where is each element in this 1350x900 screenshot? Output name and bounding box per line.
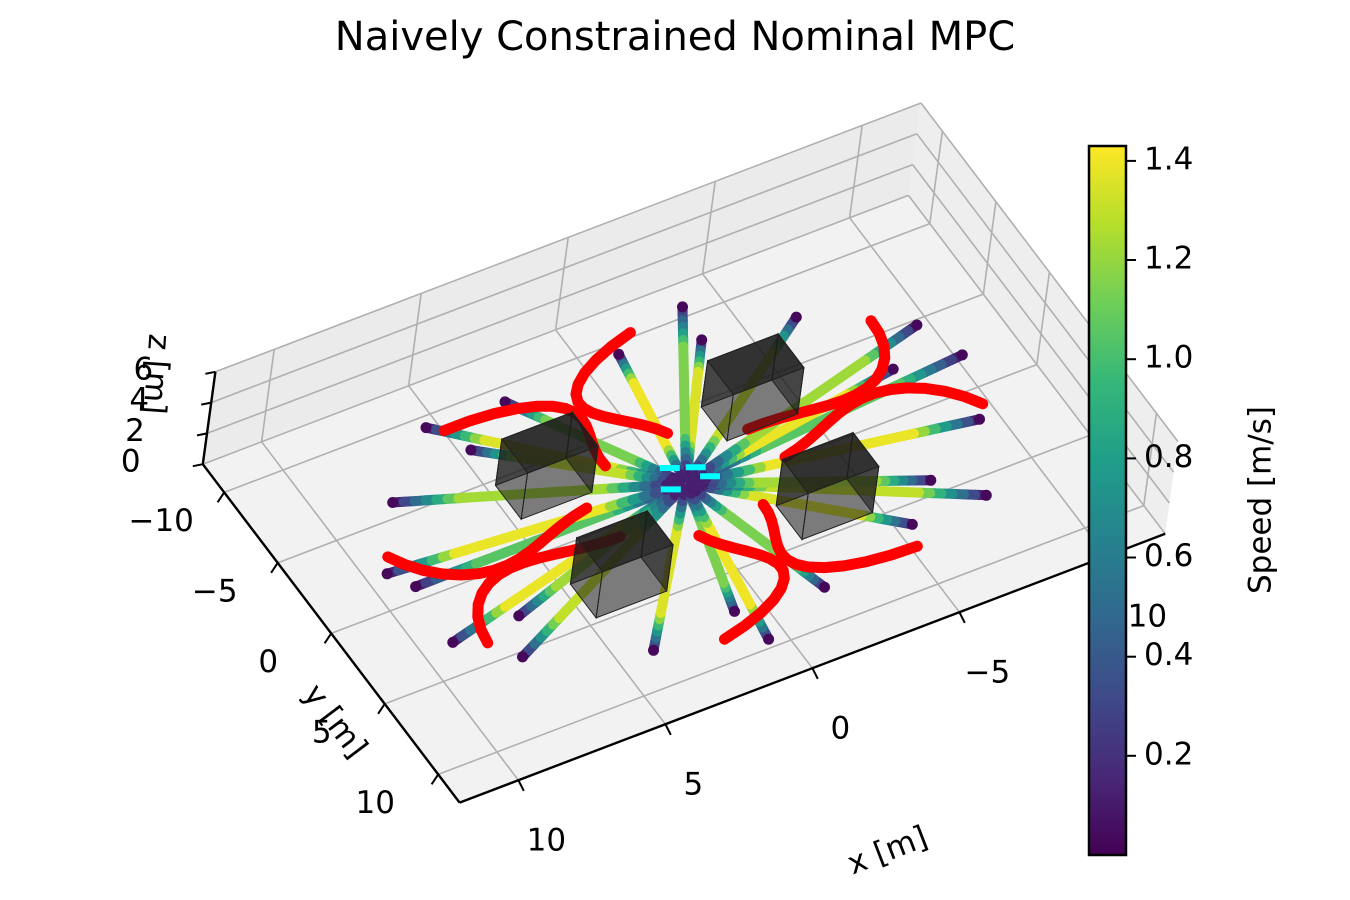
grid-line [277, 293, 984, 564]
x-axis-label: x [m] [842, 819, 932, 882]
grid-line [929, 131, 944, 224]
grid-line [848, 125, 863, 218]
x-axis-line [459, 532, 1166, 804]
x-tick-label: −5 [965, 655, 1011, 691]
y-tick-label: −10 [128, 503, 193, 539]
violation-path [570, 327, 673, 439]
trajectory-start-point [513, 610, 525, 622]
tick-mark [664, 723, 672, 736]
obstacle-top [781, 431, 880, 494]
obstacle-top [706, 333, 805, 396]
grid-line [210, 133, 918, 404]
colorbar-tick-label: 0.2 [1144, 736, 1193, 772]
grid-line [1036, 272, 1051, 365]
grid-line [982, 201, 997, 295]
y-tick-label: 10 [355, 785, 394, 821]
trajectory-start-point [887, 363, 899, 375]
trajectory-start-point [465, 444, 477, 456]
trajectory-start-point [790, 311, 802, 323]
violation-path [382, 502, 593, 581]
trajectory-start-point [499, 396, 511, 408]
grid-line [215, 102, 922, 373]
grid-line [260, 349, 275, 442]
grid-line [384, 434, 1091, 705]
trajectory-start-point [677, 301, 688, 313]
trajectory-start-point [410, 581, 422, 593]
tick-mark [205, 370, 216, 375]
y-tick-label: −5 [192, 573, 238, 609]
grid-line [920, 102, 1179, 442]
tick-mark [192, 463, 203, 468]
trajectory-start-point [648, 644, 659, 656]
trajectory-start-point [974, 413, 985, 425]
trajectory-start-point [980, 489, 992, 501]
tick-mark [201, 401, 212, 406]
y-tick-label: 5 [312, 714, 332, 750]
grid-line [223, 222, 931, 494]
tick-mark [196, 432, 208, 437]
z-tick-label: 6 [134, 351, 154, 387]
chart-title: Naively Constrained Nominal MPC [334, 14, 1016, 60]
z-tick-label: 0 [121, 444, 141, 480]
trajectory-start-point [906, 518, 918, 530]
trajectory-start-point [696, 334, 708, 346]
tick-mark [811, 667, 819, 680]
tick-mark [517, 779, 525, 792]
z-tick-label: 2 [125, 413, 145, 449]
grid-line [202, 194, 909, 465]
obstacle-marks [494, 332, 880, 620]
x-tick-label: 0 [831, 711, 851, 747]
grid-line [554, 237, 569, 330]
tick-mark [216, 491, 226, 503]
trajectory-start-point [420, 422, 432, 434]
colorbar: 0.2 0.4 0.6 0.8 1.0 1.2 1.4 Speed [m/s] [1087, 141, 1279, 857]
colorbar-tick-label: 1.0 [1144, 340, 1193, 376]
colorbar-label: Speed [m/s] [1243, 406, 1279, 594]
y-axis-label: y [m] [296, 677, 374, 765]
grid-line [437, 504, 1145, 776]
violation-path [757, 499, 923, 574]
grid-line [1143, 413, 1158, 506]
colorbar-tick-label: 0.8 [1144, 439, 1193, 475]
trajectory-start-point [925, 474, 937, 486]
trajectory-start-point [447, 636, 459, 648]
grid-line [206, 163, 913, 435]
obstacle-top [575, 510, 674, 573]
z-axis-label: z [m] [136, 333, 178, 416]
grid-line [916, 133, 1175, 473]
grid-line [407, 293, 422, 386]
tick-mark [323, 632, 333, 644]
x-tick-label: 10 [527, 823, 566, 859]
obstacle-top [500, 411, 599, 474]
trajectory-start-point [763, 633, 775, 645]
trajectory-start-point [613, 348, 625, 360]
colorbar-tick-label: 1.4 [1144, 141, 1193, 177]
z-tick-label: 4 [129, 382, 149, 418]
x-tick-label: 5 [684, 767, 704, 803]
z-axis-line [201, 371, 217, 465]
tick-mark [377, 703, 386, 715]
colorbar-gradient [1087, 144, 1128, 857]
trajectory-start-point [387, 497, 399, 508]
colorbar-tick-label: 1.2 [1144, 241, 1193, 277]
tick-mark [430, 773, 440, 785]
tick-mark [270, 562, 279, 574]
tick-mark [958, 611, 966, 624]
colorbar-tick-label: 0.6 [1144, 538, 1193, 574]
violation-path [779, 382, 989, 463]
trajectory-start-point [381, 568, 393, 580]
trajectory-start-point [819, 581, 830, 593]
trajectory-start-point [956, 349, 968, 361]
trajectory-start-point [729, 605, 740, 617]
y-tick-label: 0 [258, 644, 278, 680]
trajectory-start-point [517, 651, 528, 663]
grid-line [701, 181, 716, 274]
violation-path [693, 530, 790, 645]
trajectory-start-point [911, 319, 923, 331]
colorbar-tick-label: 0.4 [1144, 637, 1193, 673]
